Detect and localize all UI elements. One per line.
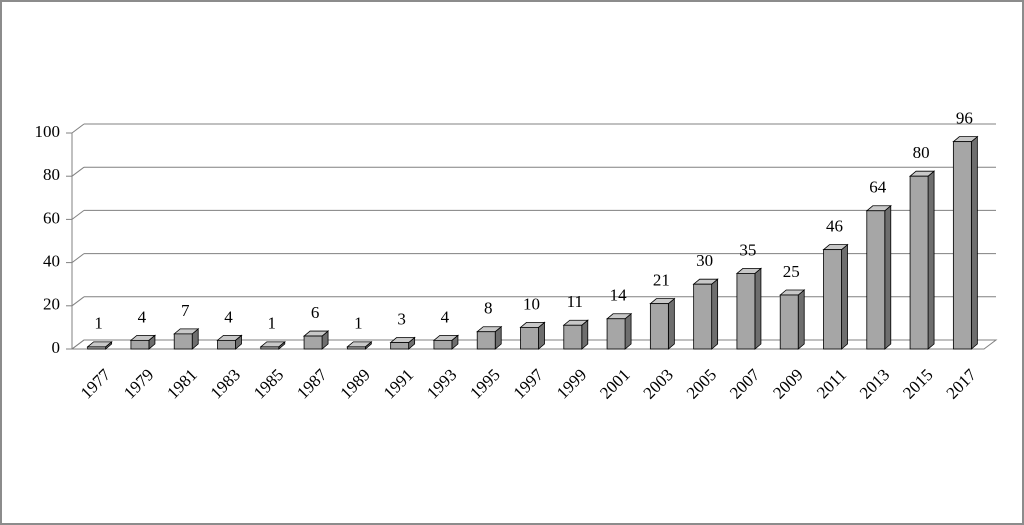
value-label: 14 [610, 286, 628, 305]
bar-front [173, 333, 193, 350]
bar-front [520, 326, 539, 350]
bar-front [260, 346, 280, 350]
bar-side [624, 312, 632, 350]
value-label: 1 [94, 314, 103, 333]
value-label: 1 [268, 314, 277, 333]
bar-front [866, 210, 886, 350]
grid-line [71, 166, 85, 177]
bar [216, 334, 243, 350]
bar [605, 312, 633, 350]
bar-front [346, 346, 366, 350]
bar-side [667, 297, 675, 350]
bar-side [841, 243, 848, 350]
value-label: 4 [441, 307, 450, 326]
bar [259, 340, 286, 350]
bar-side [797, 289, 805, 350]
y-tick-label: 40 [43, 252, 60, 271]
bar [779, 289, 806, 350]
bar-front [303, 335, 323, 350]
bar [735, 267, 763, 350]
bar [432, 334, 460, 350]
bar-front [952, 141, 972, 350]
value-label: 30 [696, 251, 713, 270]
bar [562, 319, 589, 350]
grid-line [71, 209, 85, 220]
value-label: 1 [354, 314, 363, 333]
bar [302, 330, 330, 350]
y-tick-label: 60 [43, 208, 60, 227]
bar [519, 321, 546, 350]
bar [952, 135, 979, 350]
value-label: 46 [826, 217, 843, 236]
value-label: 11 [567, 292, 583, 311]
bar-front [217, 339, 236, 350]
bar-front [130, 339, 150, 350]
bar [173, 328, 200, 350]
bar [692, 278, 719, 350]
grid-line [71, 123, 85, 134]
bar [129, 334, 157, 350]
bar-front [736, 272, 756, 350]
bar-front [476, 331, 496, 350]
y-tick-label: 20 [43, 295, 60, 314]
value-label: 10 [523, 294, 540, 313]
value-label: 96 [956, 109, 973, 128]
bar [908, 170, 936, 350]
value-label: 80 [913, 143, 930, 162]
bar [346, 340, 373, 350]
value-label: 8 [484, 299, 493, 318]
bar-front [823, 249, 842, 350]
value-label: 4 [138, 307, 147, 326]
bar-front [433, 339, 453, 350]
bar-side [927, 170, 935, 350]
bar-front [779, 294, 799, 350]
bar-front [87, 346, 107, 350]
value-label: 25 [783, 262, 800, 281]
grid-line [71, 296, 85, 307]
bar-front [390, 342, 410, 350]
bar-side [970, 135, 978, 350]
grid-line [71, 253, 85, 264]
bar [649, 297, 676, 350]
value-label: 3 [397, 309, 406, 328]
bar-side [884, 204, 892, 350]
bar [389, 336, 416, 350]
y-tick-label: 80 [43, 165, 60, 184]
bar-side [711, 278, 719, 350]
bar [822, 243, 849, 350]
value-label: 21 [653, 271, 670, 290]
bar-front [649, 303, 669, 350]
value-label: 7 [181, 301, 190, 320]
grid-line [71, 339, 85, 350]
bar [86, 340, 113, 350]
bar-front [693, 283, 713, 350]
bar [865, 204, 892, 350]
value-label: 35 [739, 240, 756, 259]
bar-front [909, 175, 929, 350]
value-label: 64 [869, 178, 887, 197]
bar-side [754, 267, 762, 350]
bar-front [606, 318, 626, 350]
y-tick-label: 0 [52, 338, 61, 357]
bar [476, 325, 503, 350]
y-tick-label: 100 [35, 122, 61, 141]
value-label: 6 [311, 303, 320, 322]
value-label: 4 [224, 307, 233, 326]
bar-front [563, 324, 583, 350]
